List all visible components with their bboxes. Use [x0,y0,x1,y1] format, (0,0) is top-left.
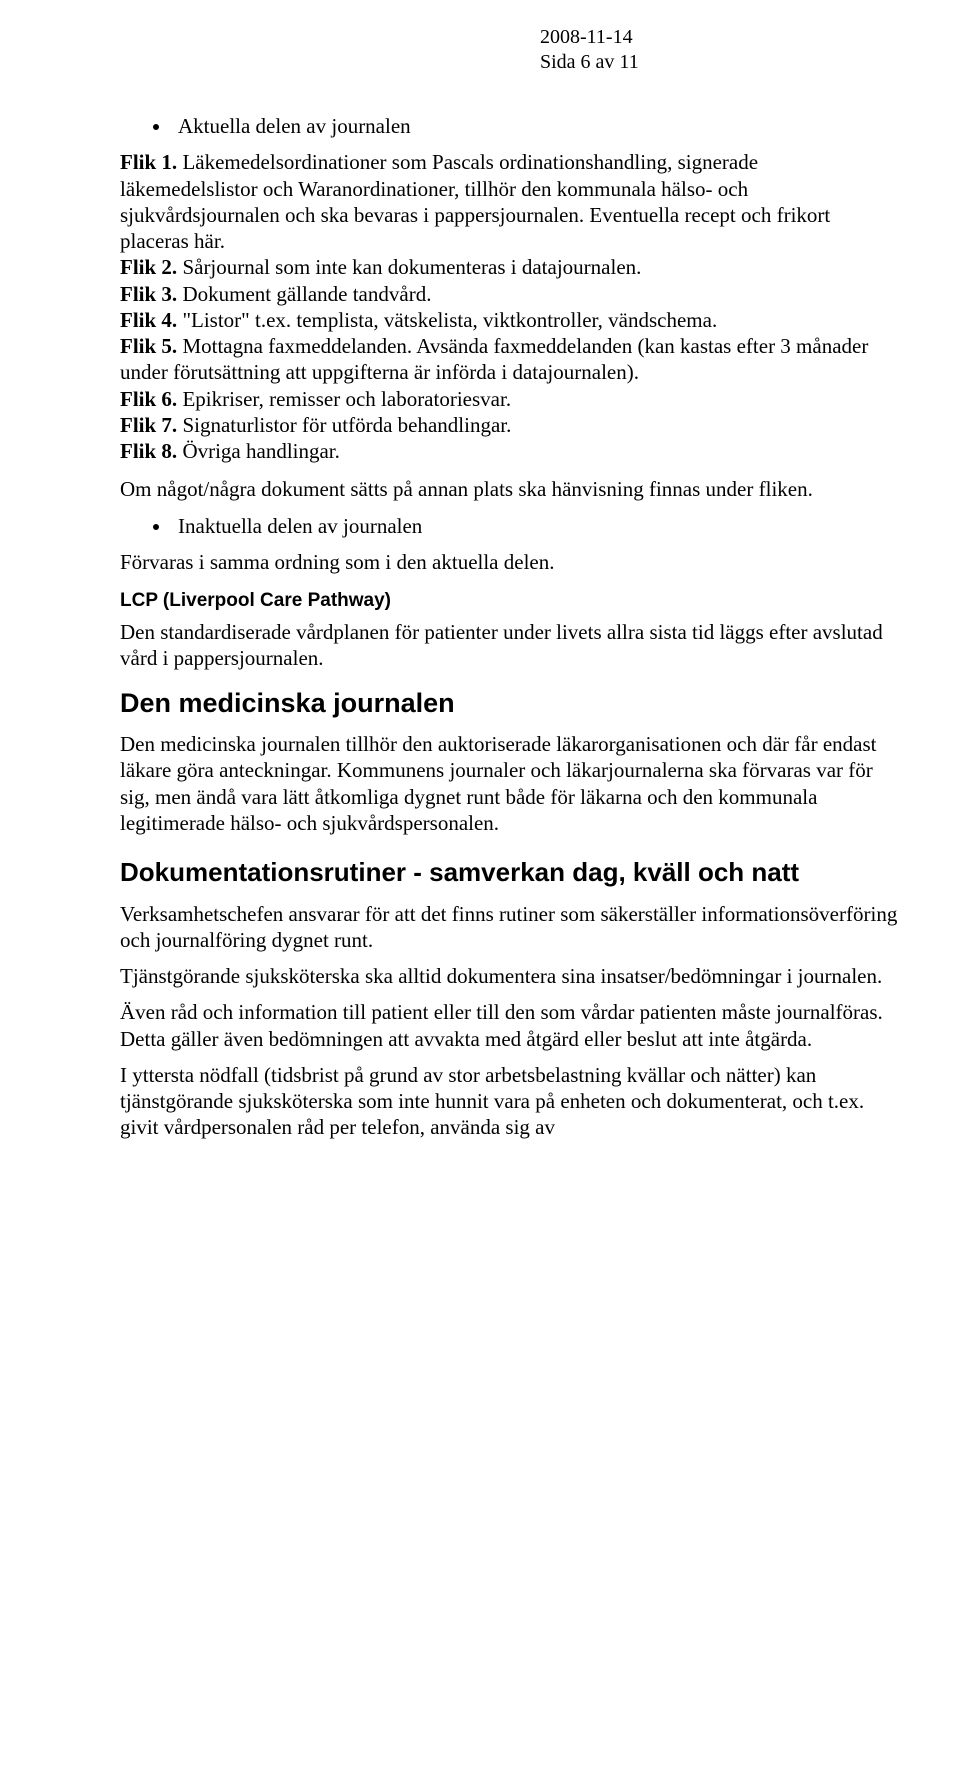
flik-5-text: Mottagna faxmeddelanden. Avsända faxmedd… [120,334,868,384]
flik-2: Flik 2. Sårjournal som inte kan dokument… [120,254,900,280]
flik-5-label: Flik 5. [120,334,177,358]
flik-8: Flik 8. Övriga handlingar. [120,438,900,464]
flik-7-text: Signaturlistor för utförda behandlingar. [177,413,511,437]
lcp-heading: LCP (Liverpool Care Pathway) [120,589,900,613]
header-date: 2008-11-14 [540,25,900,50]
header-page-label: Sida 6 av 11 [540,50,900,75]
dokumentation-heading: Dokumentationsrutiner - samverkan dag, k… [120,856,900,889]
bullet-aktuella: Aktuella delen av journalen [172,113,900,139]
flik-3-label: Flik 3. [120,282,177,306]
flik-6-text: Epikriser, remisser och laboratoriesvar. [177,387,511,411]
dok-para-4: I yttersta nödfall (tidsbrist på grund a… [120,1062,900,1141]
flik-1-label: Flik 1. [120,150,177,174]
flik-7: Flik 7. Signaturlistor för utförda behan… [120,412,900,438]
bullet-list-2: Inaktuella delen av journalen [172,513,900,539]
flik-block: Flik 1. Läkemedelsordinationer som Pasca… [120,149,900,464]
lcp-text: Den standardiserade vårdplanen för patie… [120,619,900,672]
flik-4: Flik 4. "Listor" t.ex. templista, vätske… [120,307,900,333]
flik-5: Flik 5. Mottagna faxmeddelanden. Avsända… [120,333,900,386]
flik-4-label: Flik 4. [120,308,177,332]
bullet-inaktuella: Inaktuella delen av journalen [172,513,900,539]
medicinska-heading: Den medicinska journalen [120,687,900,721]
flik-4-text: "Listor" t.ex. templista, vätskelista, v… [177,308,717,332]
dok-para-2: Tjänstgörande sjuksköterska ska alltid d… [120,963,900,989]
flik-2-text: Sårjournal som inte kan dokumenteras i d… [177,255,641,279]
flik-6-label: Flik 6. [120,387,177,411]
dok-para-1: Verksamhetschefen ansvarar för att det f… [120,901,900,954]
flik-3-text: Dokument gällande tandvård. [177,282,431,306]
flik-8-text: Övriga handlingar. [177,439,340,463]
flik-7-label: Flik 7. [120,413,177,437]
flik-8-label: Flik 8. [120,439,177,463]
bullet-list-1: Aktuella delen av journalen [172,113,900,139]
flik-6: Flik 6. Epikriser, remisser och laborato… [120,386,900,412]
medicinska-text: Den medicinska journalen tillhör den auk… [120,731,900,836]
flik-3: Flik 3. Dokument gällande tandvård. [120,281,900,307]
para-om-dokument: Om något/några dokument sätts på annan p… [120,476,900,502]
flik-2-label: Flik 2. [120,255,177,279]
para-forvaras: Förvaras i samma ordning som i den aktue… [120,549,900,575]
dok-para-3: Även råd och information till patient el… [120,999,900,1052]
flik-1-text: Läkemedelsordinationer som Pascals ordin… [120,150,830,253]
page-header: 2008-11-14 Sida 6 av 11 [540,25,900,75]
flik-1: Flik 1. Läkemedelsordinationer som Pasca… [120,149,900,254]
